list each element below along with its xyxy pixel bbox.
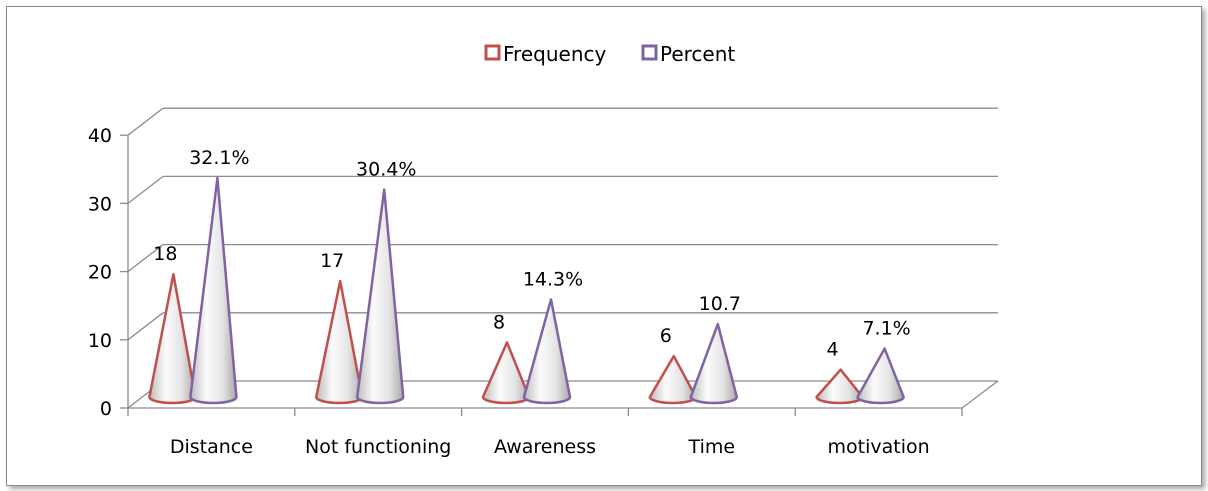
legend-label-percent: Percent	[660, 42, 735, 66]
cone-frequency	[815, 368, 864, 405]
data-label: 18	[153, 243, 177, 265]
y-tick-label: 30	[88, 193, 112, 215]
data-label: 32.1%	[189, 147, 249, 169]
data-label: 4	[827, 339, 839, 361]
cone-frequency	[148, 272, 197, 405]
cone-percent	[856, 347, 905, 405]
data-label: 10.7	[699, 293, 741, 315]
y-tick-label: 0	[100, 398, 112, 420]
cone-percent	[689, 322, 739, 405]
data-labels: 18 32.1% 17 30.4% 8 14.3% 6 10.7 4 7.1%	[153, 147, 910, 361]
floor-right-edge	[961, 380, 999, 409]
side-wall-line	[127, 175, 164, 204]
y-tick-label: 20	[88, 262, 112, 284]
data-label: 17	[320, 250, 344, 272]
y-tick-label: 10	[88, 330, 112, 352]
x-tick-label: Time	[688, 436, 736, 458]
legend-label-frequency: Frequency	[503, 42, 606, 66]
chart-frame	[6, 6, 1202, 486]
cone-percent	[355, 188, 405, 405]
data-label: 8	[493, 311, 505, 333]
x-tick-label: motivation	[828, 436, 930, 458]
cone-frequency	[648, 354, 698, 405]
cone-frequency	[314, 279, 364, 405]
side-wall-line	[127, 312, 164, 341]
axes: 0 10 20 30 40 Distance Not functioning Awarenes…	[88, 125, 963, 458]
legend-swatch-frequency	[484, 44, 501, 61]
x-tick-label: Awareness	[494, 436, 596, 458]
data-label: 7.1%	[862, 318, 910, 340]
data-label: 14.3%	[523, 268, 583, 290]
cones	[148, 176, 905, 405]
legend: Frequency Percent	[484, 42, 735, 66]
x-tick-label: Distance	[170, 436, 253, 458]
y-tick-label: 40	[88, 125, 112, 147]
x-tick-label: Not functioning	[305, 436, 451, 458]
side-wall-line	[127, 107, 164, 136]
cone-frequency	[481, 341, 531, 405]
data-label: 6	[660, 325, 672, 347]
side-wall-line	[127, 244, 164, 273]
cone-percent	[189, 176, 238, 405]
data-label: 30.4%	[356, 159, 416, 181]
cone-percent	[522, 298, 572, 405]
legend-swatch-percent	[641, 44, 658, 61]
